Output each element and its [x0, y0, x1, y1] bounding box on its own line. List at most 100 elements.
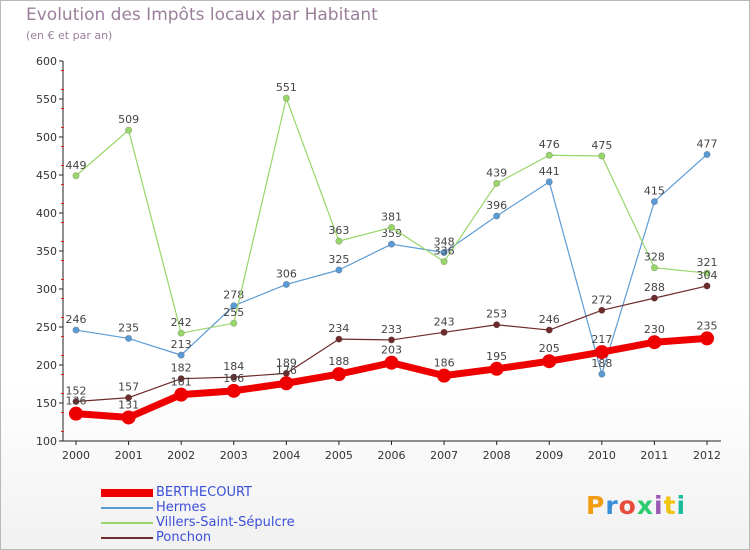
x-tick-label: 2004	[272, 449, 300, 462]
data-point	[545, 178, 553, 186]
x-tick-label: 2012	[693, 449, 721, 462]
data-label: 255	[223, 306, 244, 319]
logo-letter: t	[663, 491, 677, 520]
x-tick-label: 2007	[430, 449, 458, 462]
data-point	[230, 319, 238, 327]
data-point	[387, 223, 395, 231]
data-point	[647, 335, 662, 350]
y-tick-label: 450	[36, 169, 57, 182]
data-point	[650, 294, 658, 302]
y-tick-label: 100	[36, 435, 57, 448]
data-label: 551	[276, 81, 297, 94]
data-label: 325	[328, 253, 349, 266]
x-tick-label: 2008	[483, 449, 511, 462]
data-label: 136	[66, 395, 87, 408]
data-label: 509	[118, 113, 139, 126]
x-tick-label: 2011	[640, 449, 668, 462]
data-point	[72, 326, 80, 334]
data-point	[650, 264, 658, 272]
data-label: 233	[381, 323, 402, 336]
data-point	[282, 280, 290, 288]
data-point	[703, 150, 711, 158]
data-point	[125, 334, 133, 342]
data-point	[69, 406, 83, 421]
data-label: 381	[381, 210, 402, 223]
legend-item: Hermes	[101, 500, 295, 515]
data-point	[440, 328, 448, 336]
legend-label: Villers-Saint-Sépulcre	[156, 515, 295, 530]
data-label: 246	[66, 313, 87, 326]
data-label: 188	[328, 355, 349, 368]
data-label: 195	[486, 350, 507, 363]
data-label: 235	[697, 319, 718, 332]
data-point	[594, 345, 609, 360]
data-point	[542, 354, 557, 369]
data-point	[177, 351, 185, 359]
data-label: 396	[486, 199, 507, 212]
logo-letter: o	[618, 491, 637, 520]
y-tick-label: 500	[36, 131, 57, 144]
data-point	[335, 335, 343, 343]
data-point	[230, 373, 238, 381]
data-point	[703, 282, 711, 290]
y-tick-label: 350	[36, 245, 57, 258]
legend-label: Ponchon	[156, 530, 212, 545]
data-label: 477	[697, 137, 718, 150]
data-point	[177, 375, 185, 383]
data-point	[335, 237, 343, 245]
data-point	[121, 410, 136, 425]
data-point	[335, 266, 343, 274]
data-label: 234	[328, 322, 349, 335]
data-label: 304	[697, 269, 718, 282]
x-tick-label: 2006	[378, 449, 406, 462]
chart-subtitle: (en € et par an)	[26, 29, 113, 42]
y-tick-label: 300	[36, 283, 57, 296]
data-label: 230	[644, 323, 665, 336]
data-point	[72, 397, 80, 405]
legend-swatch	[101, 521, 153, 524]
y-tick-label: 150	[36, 397, 57, 410]
data-point	[493, 212, 501, 220]
data-point	[703, 269, 711, 277]
data-label: 166	[223, 372, 244, 385]
data-label: 176	[276, 364, 297, 377]
data-label: 441	[539, 165, 560, 178]
data-label: 253	[486, 308, 507, 321]
data-label: 243	[434, 315, 455, 328]
y-tick-label: 550	[36, 93, 57, 106]
data-label: 189	[276, 356, 297, 369]
data-label: 272	[591, 293, 612, 306]
data-point	[598, 152, 606, 160]
data-point	[282, 94, 290, 102]
data-label: 213	[171, 338, 192, 351]
chart-title: Evolution des Impôts locaux par Habitant	[26, 5, 378, 25]
data-label: 449	[66, 159, 87, 172]
x-tick-label: 2005	[325, 449, 353, 462]
data-label: 188	[591, 357, 612, 370]
data-point	[598, 306, 606, 314]
proxiti-logo: Proxiti	[586, 491, 686, 520]
legend-item: BERTHECOURT	[101, 485, 295, 500]
data-point	[545, 151, 553, 159]
data-label: 217	[591, 333, 612, 346]
data-point	[493, 179, 501, 187]
data-label: 363	[328, 224, 349, 237]
legend-label: Hermes	[156, 500, 207, 515]
data-label: 157	[118, 381, 139, 394]
data-label: 328	[644, 251, 665, 264]
x-tick-label: 2009	[535, 449, 563, 462]
legend-item: Villers-Saint-Sépulcre	[101, 515, 295, 530]
legend-swatch	[101, 488, 153, 497]
y-tick-label: 400	[36, 207, 57, 220]
x-tick-label: 2002	[167, 449, 195, 462]
data-point	[440, 258, 448, 266]
data-point	[493, 321, 501, 329]
y-tick-label: 600	[36, 55, 57, 68]
data-point	[384, 355, 399, 370]
logo-letter: P	[586, 491, 606, 520]
logo-letter: r	[605, 491, 619, 520]
data-point	[226, 383, 241, 398]
data-label: 476	[539, 138, 560, 151]
